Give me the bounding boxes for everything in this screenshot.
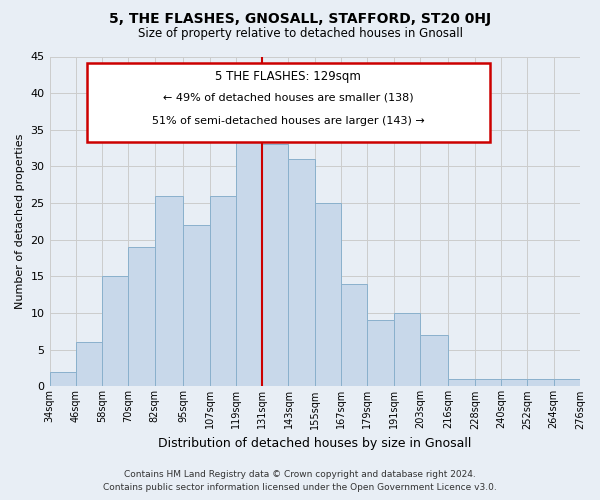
- Text: 5, THE FLASHES, GNOSALL, STAFFORD, ST20 0HJ: 5, THE FLASHES, GNOSALL, STAFFORD, ST20 …: [109, 12, 491, 26]
- Bar: [501, 379, 527, 386]
- Bar: [527, 379, 554, 386]
- Bar: [341, 284, 367, 386]
- Bar: [76, 342, 102, 386]
- Text: Contains HM Land Registry data © Crown copyright and database right 2024.
Contai: Contains HM Land Registry data © Crown c…: [103, 470, 497, 492]
- Bar: [554, 379, 580, 386]
- Bar: [394, 313, 420, 386]
- Text: 51% of semi-detached houses are larger (143) →: 51% of semi-detached houses are larger (…: [152, 116, 425, 126]
- Text: ← 49% of detached houses are smaller (138): ← 49% of detached houses are smaller (13…: [163, 93, 413, 103]
- Bar: [315, 203, 341, 386]
- Bar: [448, 379, 475, 386]
- Bar: [102, 276, 128, 386]
- Bar: [183, 225, 209, 386]
- Bar: [236, 137, 262, 386]
- Bar: [475, 379, 501, 386]
- Bar: [155, 196, 183, 386]
- Text: 5 THE FLASHES: 129sqm: 5 THE FLASHES: 129sqm: [215, 70, 361, 82]
- Bar: [420, 335, 448, 386]
- Bar: [262, 144, 289, 386]
- Text: Size of property relative to detached houses in Gnosall: Size of property relative to detached ho…: [137, 28, 463, 40]
- FancyBboxPatch shape: [86, 63, 490, 142]
- X-axis label: Distribution of detached houses by size in Gnosall: Distribution of detached houses by size …: [158, 437, 472, 450]
- Bar: [50, 372, 76, 386]
- Bar: [289, 159, 315, 386]
- Bar: [367, 320, 394, 386]
- Bar: [128, 247, 155, 386]
- Y-axis label: Number of detached properties: Number of detached properties: [15, 134, 25, 309]
- Bar: [209, 196, 236, 386]
